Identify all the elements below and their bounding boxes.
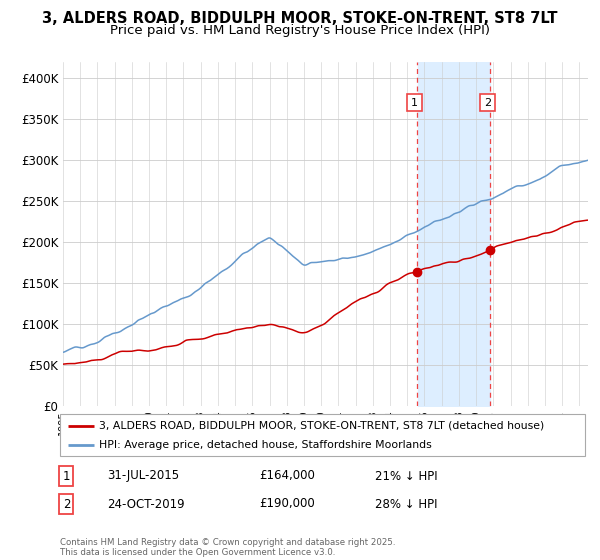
Text: HPI: Average price, detached house, Staffordshire Moorlands: HPI: Average price, detached house, Staf…: [100, 440, 432, 450]
Text: 3, ALDERS ROAD, BIDDULPH MOOR, STOKE-ON-TRENT, ST8 7LT (detached house): 3, ALDERS ROAD, BIDDULPH MOOR, STOKE-ON-…: [100, 421, 545, 431]
Text: Contains HM Land Registry data © Crown copyright and database right 2025.
This d: Contains HM Land Registry data © Crown c…: [60, 538, 395, 557]
Text: £190,000: £190,000: [260, 497, 315, 511]
Text: 21% ↓ HPI: 21% ↓ HPI: [375, 469, 437, 483]
Text: Price paid vs. HM Land Registry's House Price Index (HPI): Price paid vs. HM Land Registry's House …: [110, 24, 490, 36]
Text: 2: 2: [484, 97, 491, 108]
Text: 1: 1: [62, 469, 70, 483]
Text: 2: 2: [62, 497, 70, 511]
Text: 28% ↓ HPI: 28% ↓ HPI: [375, 497, 437, 511]
FancyBboxPatch shape: [60, 414, 585, 456]
Text: £164,000: £164,000: [260, 469, 316, 483]
Text: 3, ALDERS ROAD, BIDDULPH MOOR, STOKE-ON-TRENT, ST8 7LT: 3, ALDERS ROAD, BIDDULPH MOOR, STOKE-ON-…: [42, 11, 558, 26]
Text: 1: 1: [411, 97, 418, 108]
Text: 31-JUL-2015: 31-JUL-2015: [107, 469, 179, 483]
Text: 24-OCT-2019: 24-OCT-2019: [107, 497, 185, 511]
